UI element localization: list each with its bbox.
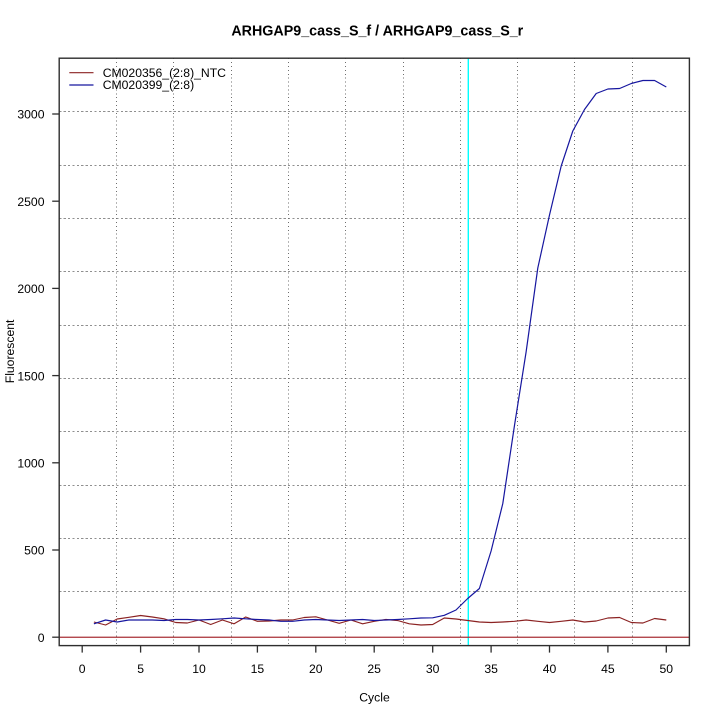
svg-text:10: 10 (192, 662, 206, 676)
svg-text:50: 50 (660, 662, 674, 676)
svg-text:2000: 2000 (17, 282, 44, 296)
svg-text:45: 45 (601, 662, 615, 676)
svg-text:Fluorescent: Fluorescent (3, 319, 17, 383)
svg-text:40: 40 (543, 662, 557, 676)
svg-text:30: 30 (426, 662, 440, 676)
svg-text:35: 35 (484, 662, 498, 676)
svg-text:Cycle: Cycle (359, 690, 390, 704)
svg-text:2500: 2500 (17, 195, 44, 209)
svg-text:25: 25 (367, 662, 381, 676)
svg-text:3000: 3000 (17, 108, 44, 122)
svg-text:20: 20 (309, 662, 323, 676)
svg-text:0: 0 (79, 662, 86, 676)
svg-text:CM020399_(2:8): CM020399_(2:8) (103, 78, 194, 92)
svg-text:500: 500 (24, 544, 45, 558)
svg-text:5: 5 (137, 662, 144, 676)
svg-text:1000: 1000 (17, 457, 44, 471)
svg-text:CM020356_(2:8)_NTC: CM020356_(2:8)_NTC (103, 66, 226, 80)
svg-text:0: 0 (38, 631, 45, 645)
svg-text:15: 15 (251, 662, 265, 676)
svg-text:ARHGAP9_cass_S_f / ARHGAP9_cas: ARHGAP9_cass_S_f / ARHGAP9_cass_S_r (231, 24, 523, 40)
svg-text:1500: 1500 (17, 369, 44, 383)
